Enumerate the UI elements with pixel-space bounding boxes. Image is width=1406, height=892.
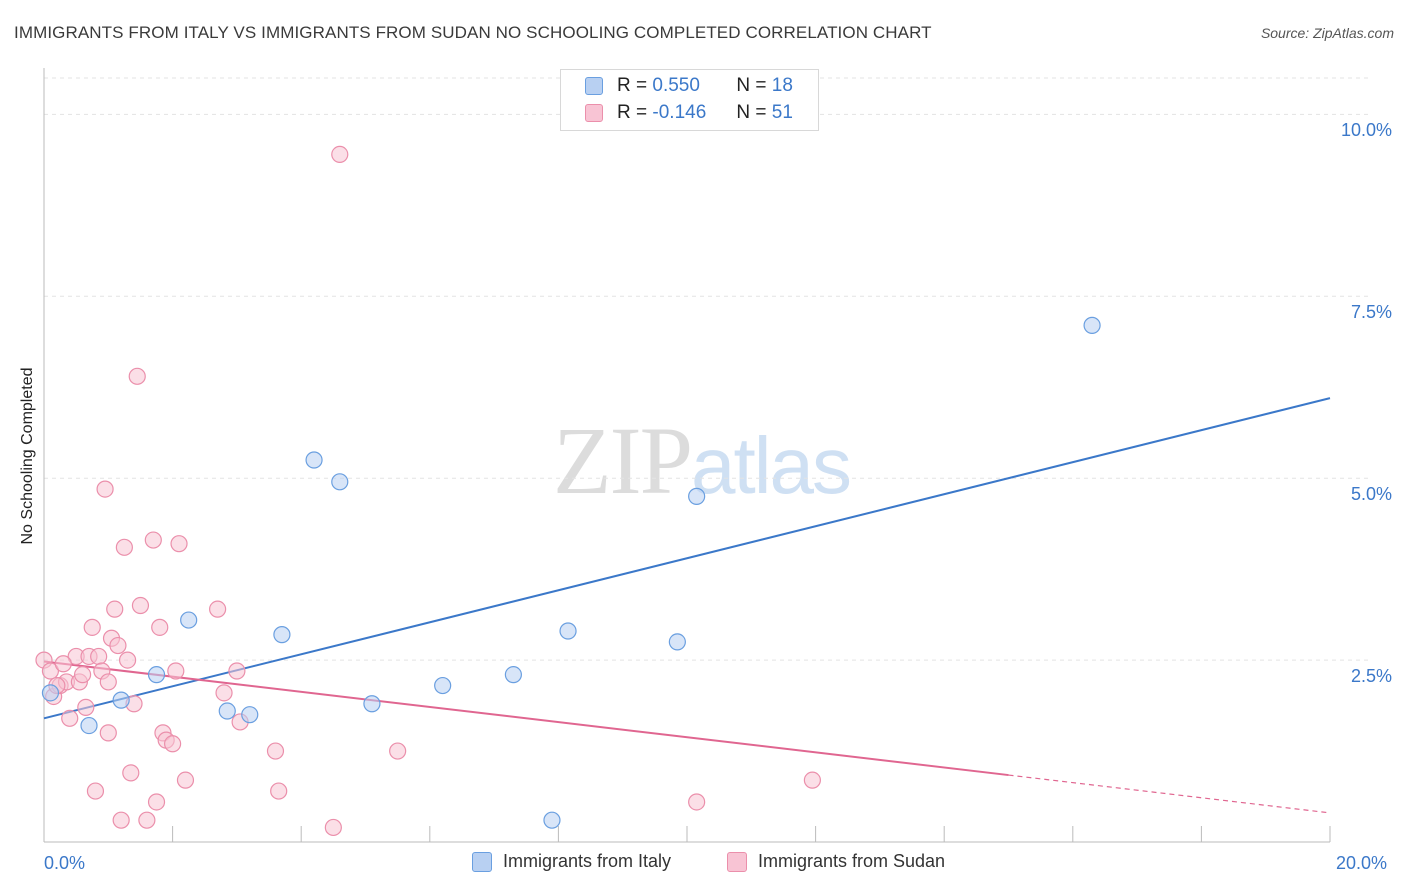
sudan-point-26 bbox=[131, 596, 150, 615]
sudan-point-39 bbox=[228, 662, 246, 680]
sudan-point-8 bbox=[73, 666, 92, 684]
italy-point-4 bbox=[180, 611, 198, 629]
sudan-point-37 bbox=[209, 600, 227, 618]
n-value-sudan: 51 bbox=[771, 102, 793, 123]
italy-swatch bbox=[585, 77, 603, 95]
x-tick-label-min: 0.0% bbox=[44, 853, 86, 873]
sudan-point-1 bbox=[41, 662, 60, 680]
r-value-sudan: -0.146 bbox=[652, 102, 707, 123]
italy-point-14 bbox=[559, 622, 577, 640]
sudan-point-12 bbox=[86, 782, 105, 800]
sudan-point-15 bbox=[96, 480, 114, 498]
sudan-point-25 bbox=[128, 367, 146, 385]
legend-item-sudan[interactable]: Immigrants from Sudan bbox=[727, 851, 945, 872]
sudan-point-42 bbox=[270, 782, 288, 800]
sudan-point-33 bbox=[164, 735, 182, 753]
italy-point-17 bbox=[1083, 316, 1101, 334]
stats-legend-row-italy: R = 0.550 N = 18 bbox=[585, 74, 793, 98]
sudan-point-50 bbox=[99, 673, 117, 691]
italy-point-13 bbox=[543, 811, 561, 829]
chart-title: IMMIGRANTS FROM ITALY VS IMMIGRANTS FROM… bbox=[14, 23, 932, 42]
legend-label-sudan: Immigrants from Sudan bbox=[758, 851, 946, 871]
italy-point-2 bbox=[112, 691, 130, 709]
italy-legend-swatch bbox=[472, 851, 492, 872]
italy-point-15 bbox=[668, 633, 686, 651]
axis-layer bbox=[43, 68, 1331, 843]
italy-point-3 bbox=[147, 666, 166, 684]
sudan-point-49 bbox=[54, 655, 72, 673]
sudan-point-23 bbox=[122, 764, 140, 782]
sudan-point-41 bbox=[266, 742, 285, 760]
sudan-legend-swatch bbox=[727, 851, 747, 872]
sudan-point-30 bbox=[151, 618, 169, 636]
trend-layer bbox=[43, 397, 1331, 814]
y-tick-label-0: 2.5% bbox=[1350, 666, 1392, 687]
sudan-point-47 bbox=[803, 771, 821, 789]
sudan-point-27 bbox=[138, 811, 156, 829]
sudan-point-36 bbox=[176, 771, 195, 789]
n-label: N = bbox=[736, 75, 767, 96]
sudan-point-18 bbox=[106, 600, 124, 618]
sudan-point-43 bbox=[324, 818, 342, 837]
sudan-point-20 bbox=[112, 811, 130, 829]
italy-point-6 bbox=[241, 706, 259, 724]
italy-point-10 bbox=[363, 695, 381, 713]
sudan-point-46 bbox=[688, 793, 706, 811]
r-label: R = bbox=[617, 75, 648, 96]
sudan-point-21 bbox=[115, 538, 133, 556]
legend-label-italy: Immigrants from Italy bbox=[503, 851, 672, 871]
stats-legend: R = 0.550 N = 18 R = -0.146 N = 51 bbox=[560, 69, 819, 131]
italy-point-8 bbox=[305, 451, 323, 469]
italy-point-7 bbox=[273, 626, 291, 644]
sudan-point-19 bbox=[109, 636, 127, 655]
italy-point-16 bbox=[688, 487, 706, 505]
sudan-point-44 bbox=[331, 145, 349, 163]
sudan-point-38 bbox=[215, 684, 233, 702]
y-tick-label-3: 10.0% bbox=[1340, 120, 1392, 141]
sudan-point-22 bbox=[118, 651, 137, 669]
sudan-point-45 bbox=[389, 742, 407, 760]
italy-point-9 bbox=[331, 473, 349, 491]
sudan-point-29 bbox=[147, 793, 166, 811]
n-label: N = bbox=[736, 102, 767, 123]
stats-legend-row-sudan: R = -0.146 N = 51 bbox=[585, 101, 793, 125]
grid-layer bbox=[44, 77, 1370, 661]
sudan-point-16 bbox=[99, 724, 117, 742]
italy-point-0 bbox=[41, 684, 60, 702]
sudan-point-35 bbox=[170, 535, 188, 553]
italy-trend-line bbox=[43, 397, 1331, 720]
sudan-swatch bbox=[585, 104, 603, 122]
y-tick-label-2: 7.5% bbox=[1350, 302, 1392, 323]
watermark-atlas: atlas bbox=[691, 421, 852, 510]
point-layer bbox=[35, 145, 1101, 837]
sudan-point-28 bbox=[144, 531, 162, 549]
n-value-italy: 18 bbox=[771, 75, 793, 96]
sudan-trend-line bbox=[43, 660, 1009, 777]
source-credit: Source: ZipAtlas.com bbox=[1260, 25, 1394, 41]
series-legend: Immigrants from Italy Immigrants from Su… bbox=[0, 851, 1406, 877]
sudan-point-9 bbox=[77, 698, 95, 716]
x-tick-label-max: 20.0% bbox=[1336, 853, 1388, 873]
r-label: R = bbox=[617, 102, 648, 123]
y-tick-label-1: 5.0% bbox=[1350, 484, 1392, 505]
sudan-point-11 bbox=[83, 618, 101, 636]
r-value-italy: 0.550 bbox=[652, 75, 700, 96]
legend-item-italy[interactable]: Immigrants from Italy bbox=[472, 851, 671, 872]
sudan-trend-line-extension bbox=[1008, 774, 1331, 814]
italy-point-12 bbox=[504, 666, 522, 684]
sudan-point-5 bbox=[61, 709, 79, 727]
watermark: ZIPatlas bbox=[553, 405, 852, 516]
italy-point-5 bbox=[218, 702, 236, 720]
sudan-point-34 bbox=[167, 662, 185, 680]
italy-point-1 bbox=[80, 716, 98, 735]
watermark-zip: ZIP bbox=[553, 407, 693, 514]
italy-point-11 bbox=[434, 676, 452, 695]
sudan-point-13 bbox=[90, 647, 108, 666]
